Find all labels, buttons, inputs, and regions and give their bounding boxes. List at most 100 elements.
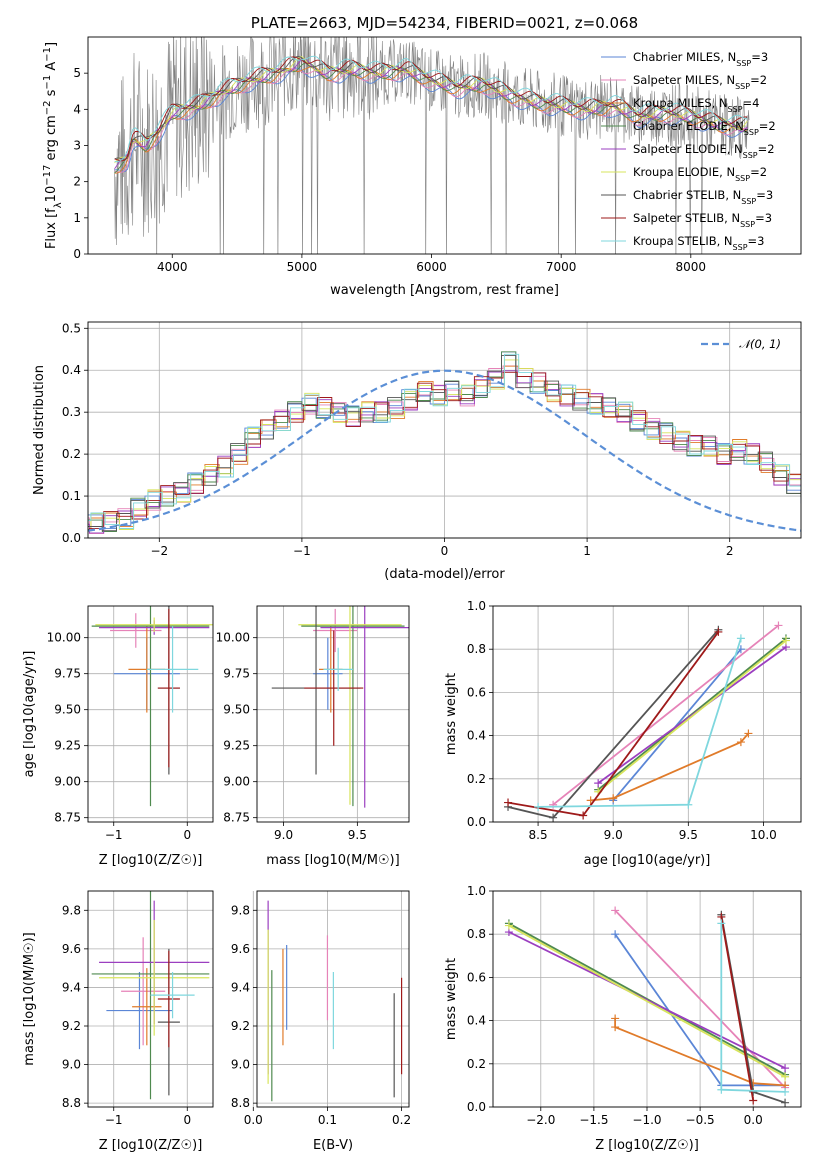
x-tick-label: 0.0 <box>244 1113 263 1127</box>
series-marker <box>744 729 753 738</box>
y-tick-label: 5 <box>73 66 81 80</box>
legend-label-suffix: =3 <box>748 234 765 248</box>
legend-label-name: Salpeter STELIB, N <box>633 211 740 225</box>
y-axis-label-part: −1 <box>42 75 53 90</box>
y-axis-label: mass [log10(M/M☉)] <box>22 932 37 1065</box>
model-spectrum-line <box>114 67 748 173</box>
y-tick-label: 9.4 <box>62 980 81 994</box>
residual-histogram-step <box>88 371 801 530</box>
model-spectrum-line <box>114 67 748 173</box>
legend-label-suffix: =3 <box>755 211 772 225</box>
spectrum-panel: 4000 5000 6000 7000 8000 0 1 2 3 4 5 PLATE=2663, MJ… <box>42 14 802 298</box>
series-marker <box>781 636 790 645</box>
x-tick-label: 9.5 <box>348 828 367 842</box>
x-tick-label: 0.0 <box>744 1113 763 1127</box>
y-tick-label: 0.2 <box>62 447 81 461</box>
model-spectrum-line <box>114 58 748 169</box>
x-tick-label: −1.5 <box>579 1113 608 1127</box>
series-marker <box>549 813 558 822</box>
y-axis-label: mass weight <box>444 958 459 1040</box>
x-tick-label: 2 <box>726 544 734 558</box>
legend-label: Chabrier STELIB, NSSP=3 <box>633 188 773 206</box>
x-tick-label: 7000 <box>546 260 577 274</box>
legend-label: 𝒩(0, 1) <box>739 337 781 351</box>
series-marker <box>611 1014 620 1023</box>
mass-weight-vs-z-panel: −2.0 −1.5 −1.0 −0.5 0.0 0.0 0.2 0.4 0.6 0.8 1.0 Z [… <box>444 884 802 1153</box>
series-marker <box>684 800 693 809</box>
legend-label-suffix: =2 <box>758 142 775 156</box>
y-tick-label: 9.25 <box>223 739 250 753</box>
y-axis-label-part: erg cm <box>44 115 59 164</box>
mass-vs-ebv-plot-area <box>267 900 403 1102</box>
legend-label-name: Salpeter ELODIE, N <box>633 142 743 156</box>
y-tick-label: 0.8 <box>467 927 486 941</box>
spectrum-plot-area <box>114 37 750 254</box>
x-tick-label: −1 <box>293 544 311 558</box>
x-tick-label: 9.0 <box>274 828 293 842</box>
series-line <box>597 639 787 793</box>
legend-label-suffix: =2 <box>759 119 776 133</box>
axes-frame <box>492 605 802 823</box>
series-marker <box>611 1023 620 1032</box>
x-axis-label: mass [log10(M/M☉)] <box>266 853 399 868</box>
mass-weight-vs-age-panel: 8.5 9.0 9.5 10.0 0.0 0.2 0.4 0.6 0.8 1.0 age [log1… <box>444 599 802 868</box>
y-tick-label: 9.4 <box>231 980 250 994</box>
y-tick-label: 9.75 <box>54 667 81 681</box>
residual-histogram-step <box>88 354 801 532</box>
y-tick-label: 9.00 <box>54 775 81 789</box>
x-tick-label: 0 <box>183 1113 191 1127</box>
series-marker <box>534 802 543 811</box>
age-vs-mass-panel: 9.0 9.5 8.75 9.00 9.25 9.50 9.75 10.00 mass [log… <box>216 605 410 868</box>
series-marker <box>594 779 603 788</box>
x-tick-label: 0 <box>441 544 449 558</box>
series-marker <box>781 1072 790 1081</box>
legend-label-sub: SSP <box>735 82 750 91</box>
y-tick-label: 0.2 <box>467 772 486 786</box>
y-axis-label-part: s <box>44 89 59 100</box>
legend-label: Chabrier ELODIE, NSSP=2 <box>633 119 776 137</box>
y-tick-label: 8.75 <box>54 811 81 825</box>
y-tick-label: 0.1 <box>62 489 81 503</box>
y-axis-label: Flux [fλ10−17 erg cm−2 s−1 A−1] <box>42 42 64 249</box>
spectrum-title: PLATE=2663, MJD=54234, FIBERID=0021, z=0… <box>251 14 638 32</box>
x-tick-label: 0.1 <box>318 1113 337 1127</box>
x-tick-label: 9.5 <box>679 828 698 842</box>
y-axis-label-part: ] <box>44 42 59 47</box>
age-vs-z-panel: −1 0 8.75 9.00 9.25 9.50 9.75 10.00 Z [log10(Z/Z… <box>22 605 214 868</box>
legend-label: Salpeter STELIB, NSSP=3 <box>633 211 772 229</box>
x-tick-label: 8000 <box>676 260 707 274</box>
residual-histogram-step <box>88 353 801 529</box>
legend-label-suffix: =4 <box>743 96 760 110</box>
y-tick-label: 8.8 <box>62 1096 81 1110</box>
series-line <box>508 931 786 1069</box>
y-tick-label: 0.6 <box>467 685 486 699</box>
x-tick-label: −1 <box>105 828 123 842</box>
legend-label-sub: SSP <box>743 151 758 160</box>
x-tick-label: −1 <box>105 1113 123 1127</box>
age-vs-z-plot-area <box>91 606 213 807</box>
series-line <box>614 1018 786 1087</box>
series-marker <box>504 798 513 807</box>
legend-label-sub: SSP <box>735 174 750 183</box>
legend-label-name: Kroupa STELIB, N <box>633 234 733 248</box>
y-tick-label: 0.6 <box>467 970 486 984</box>
y-tick-label: 9.00 <box>223 775 250 789</box>
y-axis-label-part: λ <box>53 202 64 208</box>
legend-label-sub: SSP <box>736 59 751 68</box>
y-tick-label: 9.6 <box>62 942 81 956</box>
series-marker <box>774 621 783 630</box>
x-tick-label: 4000 <box>157 260 188 274</box>
legend-label-sub: SSP <box>740 220 755 229</box>
legend-label-suffix: =2 <box>750 73 767 87</box>
y-tick-label: 4 <box>73 102 81 116</box>
y-tick-label: 9.8 <box>62 903 81 917</box>
series-marker <box>736 738 745 747</box>
y-tick-label: 10.00 <box>216 631 250 645</box>
x-tick-label: −0.5 <box>686 1113 715 1127</box>
series-line <box>720 916 755 1101</box>
x-tick-label: −2 <box>150 544 168 558</box>
y-tick-label: 0.4 <box>467 729 486 743</box>
y-tick-label: 0.0 <box>467 1100 486 1114</box>
legend-label: Kroupa MILES, NSSP=4 <box>633 96 759 114</box>
